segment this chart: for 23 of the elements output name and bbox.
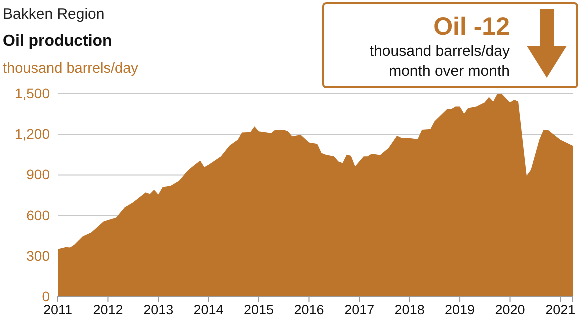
text: month over month (389, 63, 510, 80)
y-tick-label: 600 (26, 207, 50, 224)
text: thousand barrels/day (370, 43, 510, 60)
y-tick-label: 1,200 (14, 126, 50, 142)
y-tick-label: 1,500 (14, 85, 50, 102)
x-tick-label: 2011 (43, 302, 73, 318)
chart-subtitle: Oil production (3, 33, 112, 50)
chart-title: Bakken Region (3, 6, 105, 23)
x-tick-label: 2017 (344, 302, 375, 318)
x-tick-label: 2012 (93, 302, 124, 318)
x-tick-label: 2021 (546, 302, 576, 318)
y-tick-label: 300 (26, 248, 50, 264)
y-axis-title: thousand barrels/day (3, 61, 140, 77)
y-tick-label: 0 (42, 288, 50, 304)
x-tick-label: 2015 (244, 302, 274, 318)
x-tick-label: 2016 (294, 302, 324, 318)
x-tick-label: 2020 (495, 302, 526, 318)
x-tick-label: 2014 (194, 302, 224, 318)
x-tick-label: 2018 (394, 302, 425, 318)
x-tick-label: 2019 (445, 302, 476, 318)
text: Oil -12 (434, 13, 510, 41)
y-tick-label: 900 (26, 166, 50, 183)
x-tick-label: 2013 (144, 302, 174, 318)
